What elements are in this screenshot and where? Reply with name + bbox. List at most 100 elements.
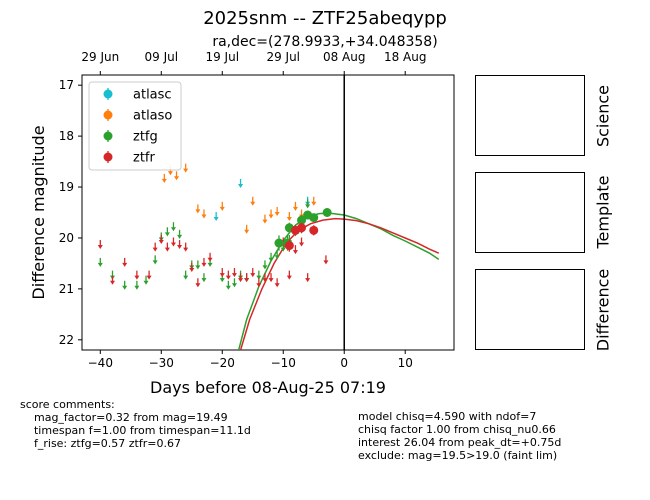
upper-limit-arrow-ztfg	[225, 285, 231, 290]
upper-limit-arrow-atlaso	[292, 206, 298, 211]
data-point-ztfr	[309, 225, 319, 235]
model-comments: model chisq=4.590 with ndof=7 chisq fact…	[358, 410, 562, 462]
upper-limit-arrow-atlasc	[213, 217, 219, 222]
legend-label-atlaso: atlaso	[133, 109, 172, 124]
x-tick-label: 0	[340, 356, 348, 370]
upper-limit-arrow-ztfr	[177, 245, 183, 250]
upper-limit-arrow-ztfr	[299, 242, 305, 247]
upper-limit-arrow-atlaso	[274, 211, 280, 216]
upper-limit-arrow-ztfr	[231, 273, 237, 278]
upper-limit-arrow-ztfr	[207, 257, 213, 262]
upper-limit-arrow-ztfg	[122, 285, 128, 290]
upper-limit-arrow-ztfg	[256, 275, 262, 280]
upper-limit-arrow-atlaso	[286, 217, 292, 222]
upper-limit-arrow-ztfr	[122, 262, 128, 267]
legend-marker-ztfr	[103, 152, 113, 162]
data-point-ztfg	[309, 213, 319, 223]
legend-box	[88, 81, 182, 171]
upper-limit-arrow-atlaso	[250, 201, 256, 206]
upper-limit-arrow-ztfg	[274, 255, 280, 260]
y-tick-label: 20	[59, 231, 74, 245]
x-tick-label: −20	[210, 356, 235, 370]
upper-limit-arrow-ztfg	[195, 265, 201, 270]
legend-label-ztfg: ztfg	[133, 130, 158, 145]
upper-limit-arrow-ztfg	[134, 285, 140, 290]
upper-limit-arrow-atlaso	[167, 171, 173, 176]
data-point-ztfr	[297, 223, 307, 233]
data-point-ztfg	[274, 238, 284, 248]
legend-marker-atlaso	[103, 110, 113, 120]
difference-image-panel	[475, 269, 585, 350]
upper-limit-arrow-ztfr	[262, 278, 268, 283]
chart-title: 2025snm -- ZTF25abeqypp	[203, 8, 447, 29]
plot-frame	[81, 74, 455, 351]
upper-limit-arrow-ztfr	[146, 275, 152, 280]
top-axis-label: 29 Jun	[81, 50, 119, 64]
y-axis-label: Difference magnitude	[29, 125, 48, 299]
legend-label-atlasc: atlasc	[133, 88, 172, 103]
y-tick-label: 17	[59, 78, 74, 92]
upper-limit-arrow-ztfg	[177, 234, 183, 239]
data-point-ztfg	[322, 208, 332, 217]
upper-limit-arrow-ztfg	[152, 260, 158, 265]
upper-limit-arrow-ztfg	[268, 257, 274, 262]
template-image-panel	[475, 172, 585, 253]
data-point-ztfr	[284, 241, 294, 251]
upper-limit-arrow-ztfr	[195, 283, 201, 288]
upper-limit-arrow-ztfr	[219, 273, 225, 278]
top-axis-label: 19 Jul	[205, 50, 239, 64]
y-tick-label: 22	[59, 333, 74, 347]
upper-limit-arrow-ztfr	[286, 275, 292, 280]
upper-limit-arrow-atlaso	[244, 229, 250, 234]
top-axis-label: 09 Jul	[144, 50, 178, 64]
top-axis-label: 08 Aug	[323, 50, 366, 64]
x-tick-label: −40	[88, 356, 113, 370]
upper-limit-arrow-ztfg	[280, 247, 286, 252]
upper-limit-arrow-ztfr	[201, 262, 207, 267]
upper-limit-arrow-atlaso	[195, 209, 201, 214]
upper-limit-arrow-ztfr	[250, 273, 256, 278]
plot-area	[97, 75, 440, 350]
upper-limit-arrow-atlaso	[311, 201, 317, 206]
upper-limit-arrow-ztfg	[97, 262, 103, 267]
x-axis-label: Days before 08-Aug-25 07:19	[150, 378, 386, 397]
upper-limit-arrow-atlaso	[161, 178, 167, 183]
upper-limit-arrow-ztfr	[109, 280, 115, 285]
legend-marker-ztfg	[103, 131, 113, 141]
upper-limit-arrow-ztfr	[292, 250, 298, 255]
upper-limit-arrow-ztfr	[170, 242, 176, 247]
data-point-ztfg	[297, 215, 307, 225]
upper-limit-arrow-ztfg	[219, 278, 225, 283]
upper-limit-arrow-ztfg	[201, 278, 207, 283]
upper-limit-arrow-atlaso	[268, 214, 274, 219]
upper-limit-arrow-ztfr	[158, 239, 164, 244]
upper-limit-arrow-atlaso	[262, 219, 268, 224]
upper-limit-arrow-ztfg	[164, 232, 170, 237]
y-tick-label: 19	[59, 180, 74, 194]
model-curve-ztfg	[237, 212, 440, 350]
x-tick-label: 10	[398, 356, 413, 370]
upper-limit-arrow-ztfr	[183, 247, 189, 252]
legend-label-ztfr: ztfr	[133, 151, 155, 166]
difference-label: Difference	[593, 268, 613, 352]
score-comments: score comments: mag_factor=0.32 from mag…	[20, 398, 251, 450]
upper-limit-arrow-ztfr	[97, 245, 103, 250]
upper-limit-arrow-atlaso	[183, 168, 189, 173]
upper-limit-arrow-ztfg	[231, 283, 237, 288]
upper-limit-arrow-ztfg	[183, 275, 189, 280]
science-image-panel	[475, 75, 585, 156]
template-label: Template	[593, 175, 613, 249]
upper-limit-arrow-ztfr	[152, 247, 158, 252]
upper-limit-arrow-ztfr	[244, 278, 250, 283]
upper-limit-arrow-atlaso	[201, 214, 207, 219]
upper-limit-arrow-atlaso	[219, 206, 225, 211]
y-tick-label: 21	[59, 282, 74, 296]
upper-limit-arrow-ztfr	[134, 275, 140, 280]
top-axis-label: 18 Aug	[384, 50, 427, 64]
upper-limit-arrow-ztfg	[305, 204, 311, 209]
chart-subtitle: ra,dec=(278.9933,+34.048358)	[212, 34, 438, 50]
x-tick-label: −30	[149, 356, 174, 370]
upper-limit-arrow-ztfr	[164, 247, 170, 252]
upper-limit-arrow-atlaso	[174, 176, 180, 181]
